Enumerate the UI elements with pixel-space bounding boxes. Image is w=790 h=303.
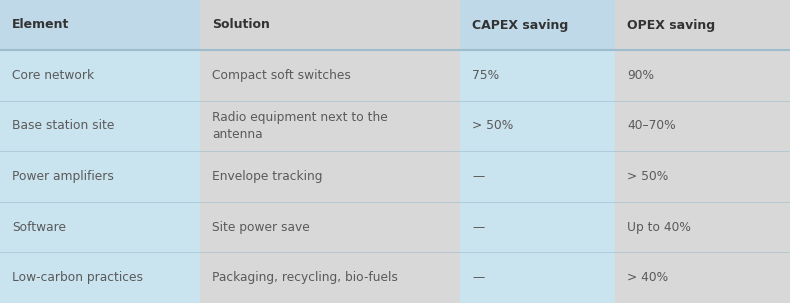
- Bar: [200, 252, 460, 303]
- Text: Solution: Solution: [212, 18, 270, 32]
- Text: 75%: 75%: [472, 69, 499, 82]
- Bar: [460, 202, 615, 252]
- Bar: [615, 151, 790, 202]
- Bar: [460, 151, 615, 202]
- Bar: [615, 252, 790, 303]
- Bar: [200, 50, 460, 101]
- Bar: [460, 252, 615, 303]
- Text: Envelope tracking: Envelope tracking: [212, 170, 322, 183]
- Bar: [200, 0, 460, 50]
- Text: Up to 40%: Up to 40%: [627, 221, 691, 234]
- Text: Compact soft switches: Compact soft switches: [212, 69, 351, 82]
- Bar: [615, 101, 790, 151]
- Text: —: —: [472, 221, 484, 234]
- Bar: [200, 101, 460, 151]
- Text: —: —: [472, 271, 484, 284]
- Bar: [0, 151, 200, 202]
- Text: Site power save: Site power save: [212, 221, 310, 234]
- Text: > 40%: > 40%: [627, 271, 668, 284]
- Bar: [0, 252, 200, 303]
- Bar: [200, 151, 460, 202]
- Text: CAPEX saving: CAPEX saving: [472, 18, 568, 32]
- Bar: [460, 101, 615, 151]
- Text: Low-carbon practices: Low-carbon practices: [12, 271, 143, 284]
- Bar: [460, 50, 615, 101]
- Text: Core network: Core network: [12, 69, 94, 82]
- Bar: [0, 0, 200, 50]
- Text: Power amplifiers: Power amplifiers: [12, 170, 114, 183]
- Bar: [0, 101, 200, 151]
- Bar: [615, 202, 790, 252]
- Text: Element: Element: [12, 18, 70, 32]
- Text: 40–70%: 40–70%: [627, 119, 675, 132]
- Bar: [0, 50, 200, 101]
- Text: OPEX saving: OPEX saving: [627, 18, 715, 32]
- Bar: [615, 50, 790, 101]
- Bar: [615, 0, 790, 50]
- Text: > 50%: > 50%: [627, 170, 668, 183]
- Bar: [0, 202, 200, 252]
- Bar: [200, 202, 460, 252]
- Text: > 50%: > 50%: [472, 119, 514, 132]
- Text: Radio equipment next to the
antenna: Radio equipment next to the antenna: [212, 111, 388, 141]
- Text: Packaging, recycling, bio-fuels: Packaging, recycling, bio-fuels: [212, 271, 398, 284]
- Text: Base station site: Base station site: [12, 119, 115, 132]
- Text: 90%: 90%: [627, 69, 654, 82]
- Bar: [460, 0, 615, 50]
- Text: Software: Software: [12, 221, 66, 234]
- Text: —: —: [472, 170, 484, 183]
